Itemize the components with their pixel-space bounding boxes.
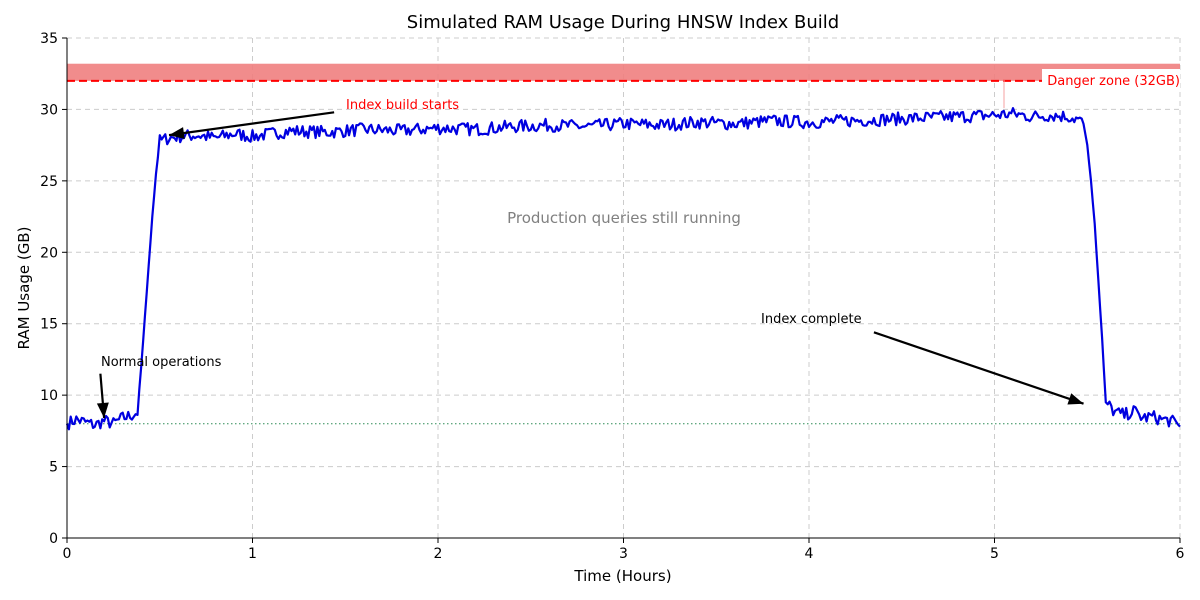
index-complete-arrow-shaft [873, 331, 1084, 405]
danger-zone-label: Danger zone (32GB) [1047, 74, 1180, 89]
y-tick-label: 35 [40, 31, 58, 47]
index-complete-label: Index complete [761, 312, 862, 327]
y-tick-label: 0 [49, 531, 58, 547]
x-axis-label: Time (Hours) [573, 567, 671, 585]
annotation-arrows [96, 111, 1084, 419]
x-ticks: 0 1 2 3 4 5 6 [63, 538, 1185, 562]
x-tick-label: 1 [248, 546, 257, 562]
index-complete-arrow-head [1067, 393, 1084, 405]
y-tick-label: 5 [49, 460, 58, 476]
y-tick-label: 15 [40, 317, 58, 333]
normal-operations-label: Normal operations [101, 355, 222, 370]
y-tick-label: 25 [40, 174, 58, 190]
ram-usage-line [65, 107, 1181, 431]
x-tick-label: 4 [805, 546, 814, 562]
grid [66, 37, 1181, 539]
y-tick-label: 10 [40, 388, 58, 404]
y-ticks: 0 5 10 15 20 25 30 35 [40, 31, 67, 547]
y-tick-label: 20 [40, 245, 58, 261]
x-tick-label: 6 [1176, 546, 1185, 562]
danger-zone-band [67, 63, 1180, 81]
build-start-label: Index build starts [346, 98, 459, 113]
y-axis-label: RAM Usage (GB) [15, 227, 33, 350]
chart-title: Simulated RAM Usage During HNSW Index Bu… [407, 12, 839, 33]
x-tick-label: 0 [63, 546, 72, 562]
normal-operations-arrow-head [96, 402, 109, 418]
production-note: Production queries still running [507, 209, 741, 227]
x-tick-label: 5 [990, 546, 999, 562]
x-tick-label: 2 [434, 546, 443, 562]
y-tick-label: 30 [40, 102, 58, 118]
build-start-arrow-head [169, 127, 185, 140]
build-start-arrow-shaft [168, 111, 335, 137]
danger-label-background [1042, 69, 1180, 91]
x-tick-label: 3 [619, 546, 628, 562]
